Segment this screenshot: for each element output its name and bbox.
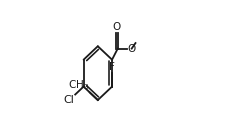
Text: O: O bbox=[127, 44, 135, 54]
Text: O: O bbox=[112, 22, 120, 32]
Text: Cl: Cl bbox=[63, 95, 74, 105]
Text: CH$_3$: CH$_3$ bbox=[68, 78, 89, 92]
Text: F: F bbox=[109, 62, 115, 72]
